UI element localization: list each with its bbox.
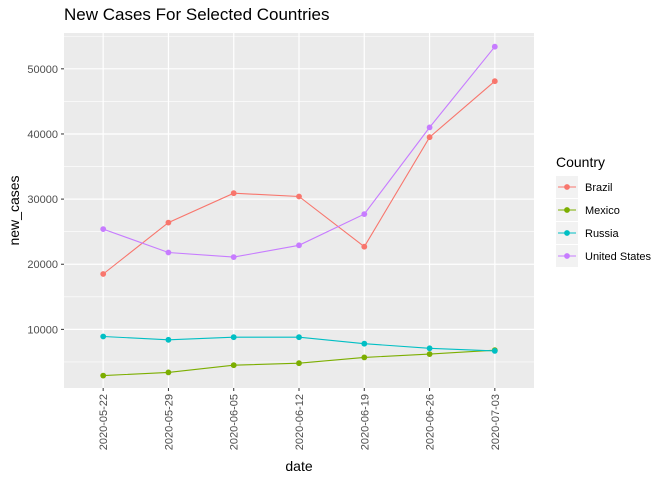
data-point-russia — [100, 333, 107, 340]
data-point-brazil — [165, 219, 172, 226]
data-point-brazil — [361, 243, 368, 250]
major-gridlines — [64, 33, 534, 388]
x-tick-label: 2020-06-05 — [229, 394, 241, 450]
data-point-brazil — [426, 134, 433, 141]
y-tick-label: 20000 — [27, 259, 58, 271]
data-point-united-states — [296, 242, 302, 249]
data-point-mexico — [426, 351, 433, 357]
x-tick-label: 2020-06-12 — [294, 394, 306, 450]
data-point-russia — [296, 334, 302, 341]
data-point-united-states — [361, 211, 368, 218]
data-point-mexico — [100, 372, 107, 379]
series-layer — [100, 43, 498, 379]
y-tick-label: 10000 — [27, 324, 58, 336]
legend-label-brazil: Brazil — [585, 182, 613, 194]
data-point-russia — [491, 348, 498, 354]
legend-key-point-russia — [564, 230, 570, 236]
data-point-russia — [230, 334, 237, 341]
x-tick-label: 2020-06-19 — [359, 394, 371, 450]
y-tick-label: 40000 — [27, 129, 58, 141]
data-point-brazil — [296, 193, 302, 200]
legend: Country Brazil Mexico Russia United States — [556, 154, 652, 267]
x-tick-label: 2020-07-03 — [490, 394, 502, 450]
data-point-mexico — [230, 362, 237, 369]
data-point-united-states — [100, 226, 107, 233]
legend-title: Country — [556, 154, 605, 170]
y-tick-label: 30000 — [27, 194, 58, 206]
data-point-mexico — [296, 360, 302, 367]
data-point-russia — [361, 340, 368, 347]
y-axis: 10000 20000 30000 40000 50000 — [27, 64, 64, 336]
legend-label-mexico: Mexico — [585, 205, 620, 217]
legend-label-united-states: United States — [585, 251, 652, 263]
legend-label-russia: Russia — [585, 228, 620, 240]
x-tick-label: 2020-06-26 — [425, 394, 437, 450]
x-tick-label: 2020-05-29 — [163, 394, 175, 450]
data-point-united-states — [426, 124, 433, 131]
data-point-united-states — [165, 249, 172, 256]
data-point-russia — [165, 336, 172, 343]
legend-key-point-mexico — [564, 207, 570, 213]
legend-key-point-united-states — [564, 253, 570, 259]
data-point-united-states — [491, 43, 498, 50]
data-point-brazil — [491, 78, 498, 85]
x-axis-title: date — [285, 458, 312, 474]
chart-title: New Cases For Selected Countries — [64, 5, 330, 24]
data-point-brazil — [230, 190, 237, 197]
y-axis-title: new_cases — [6, 175, 22, 245]
data-point-russia — [426, 345, 433, 352]
x-axis: 2020-05-22 2020-05-29 2020-06-05 2020-06-12… — [98, 388, 502, 450]
legend-key-point-brazil — [564, 184, 570, 190]
data-point-mexico — [165, 369, 172, 376]
data-point-mexico — [361, 354, 368, 361]
data-point-brazil — [100, 271, 107, 277]
x-tick-label: 2020-05-22 — [98, 394, 110, 450]
data-point-united-states — [230, 254, 237, 260]
y-tick-label: 50000 — [27, 64, 58, 76]
